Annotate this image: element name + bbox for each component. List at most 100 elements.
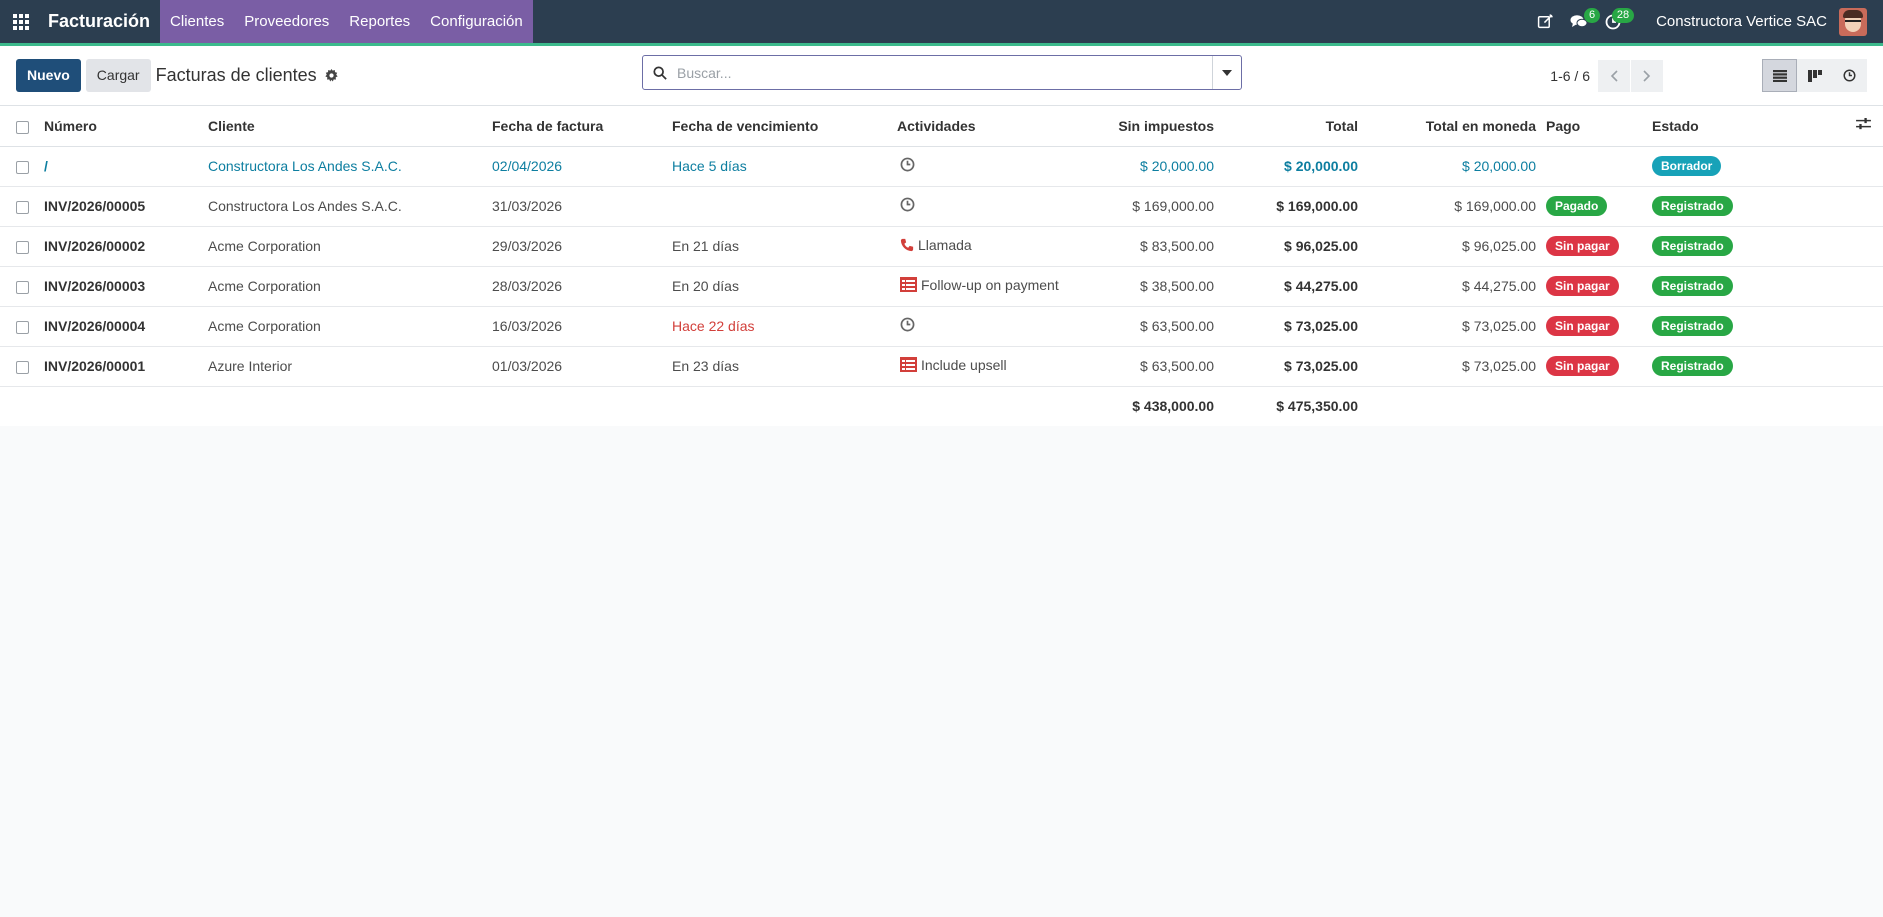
tasks-icon[interactable]: [897, 277, 917, 293]
header-untaxed[interactable]: Sin impuestos: [1087, 106, 1214, 147]
row-checkbox[interactable]: [16, 360, 29, 374]
activities-clock-icon[interactable]: 28: [1598, 0, 1635, 43]
invoice-number[interactable]: INV/2026/00004: [44, 306, 208, 347]
header-state[interactable]: Estado: [1650, 106, 1847, 147]
row-checkbox[interactable]: [16, 200, 29, 214]
user-avatar[interactable]: [1839, 7, 1867, 36]
total-currency-amount: $ 20,000.00: [1358, 146, 1536, 187]
header-activities[interactable]: Actividades: [897, 106, 1087, 147]
table-row[interactable]: INV/2026/00005 Constructora Los Andes S.A…: [0, 186, 1883, 227]
table-row[interactable]: INV/2026/00002 Acme Corporation 29/03/2026…: [0, 226, 1883, 267]
activity-cell[interactable]: [897, 306, 1087, 347]
header-payment[interactable]: Pago: [1536, 106, 1650, 147]
header-number[interactable]: Número: [44, 106, 208, 147]
table-row[interactable]: INV/2026/00001 Azure Interior 01/03/2026 En…: [0, 346, 1883, 387]
invoice-number[interactable]: INV/2026/00005: [44, 186, 208, 227]
untaxed-amount: $ 169,000.00: [1087, 186, 1214, 227]
top-navbar: Facturación Clientes Proveedores Reporte…: [0, 0, 1883, 46]
invoice-date[interactable]: 31/03/2026: [492, 186, 672, 227]
customer-name[interactable]: Azure Interior: [208, 346, 492, 387]
total-currency-amount: $ 96,025.00: [1358, 226, 1536, 267]
invoice-number[interactable]: /: [44, 146, 208, 187]
apps-menu-icon[interactable]: [0, 0, 42, 43]
clock-icon[interactable]: [897, 157, 915, 172]
header-due-date[interactable]: Fecha de vencimiento: [672, 106, 897, 147]
menu-item-reportes[interactable]: Reportes: [349, 13, 411, 30]
tasks-icon[interactable]: [897, 357, 917, 373]
edit-icon[interactable]: [1530, 0, 1560, 43]
menu-item-proveedores[interactable]: Proveedores: [244, 13, 330, 30]
menu-item-clientes[interactable]: Clientes: [170, 13, 225, 30]
row-select-cell: [0, 226, 44, 267]
invoice-number[interactable]: INV/2026/00003: [44, 266, 208, 307]
row-checkbox[interactable]: [16, 240, 29, 254]
row-select-cell: [0, 186, 44, 227]
row-checkbox[interactable]: [16, 280, 29, 294]
invoice-number[interactable]: INV/2026/00002: [44, 226, 208, 267]
activity-cell[interactable]: [897, 186, 1087, 227]
pager-next-button[interactable]: [1631, 60, 1663, 92]
upload-button[interactable]: Cargar: [85, 59, 151, 92]
new-button[interactable]: Nuevo: [16, 59, 81, 92]
customer-name[interactable]: Constructora Los Andes S.A.C.: [208, 186, 492, 227]
invoice-number[interactable]: INV/2026/00001: [44, 346, 208, 387]
main-menu: Clientes Proveedores Reportes Configurac…: [160, 0, 533, 43]
total-amount: $ 20,000.00: [1214, 146, 1358, 187]
search-options-toggle[interactable]: [1212, 56, 1241, 89]
activity-cell[interactable]: [897, 146, 1087, 187]
header-invoice-date[interactable]: Fecha de factura: [492, 106, 672, 147]
gear-icon[interactable]: [324, 69, 338, 82]
customer-name[interactable]: Acme Corporation: [208, 266, 492, 307]
menu-item-configuracion[interactable]: Configuración: [430, 13, 523, 30]
kanban-icon: [1807, 69, 1822, 82]
activity-cell[interactable]: Follow-up on payment: [897, 266, 1087, 307]
list-view-button[interactable]: [1762, 59, 1797, 92]
header-total-currency[interactable]: Total en moneda: [1358, 106, 1536, 147]
due-date[interactable]: En 23 días: [672, 346, 897, 387]
total-currency-amount: $ 73,025.00: [1358, 346, 1536, 387]
activity-view-button[interactable]: [1832, 59, 1867, 92]
due-date[interactable]: Hace 5 días: [672, 146, 897, 187]
total-sum: $ 475,350.00: [1276, 398, 1358, 415]
select-all-checkbox[interactable]: [16, 120, 29, 134]
invoice-date[interactable]: 16/03/2026: [492, 306, 672, 347]
header-customer[interactable]: Cliente: [208, 106, 492, 147]
kanban-view-button[interactable]: [1797, 59, 1832, 92]
state-badge: Registrado: [1652, 196, 1733, 216]
payment-cell: Sin pagar: [1536, 346, 1650, 387]
invoice-date[interactable]: 01/03/2026: [492, 346, 672, 387]
customer-name[interactable]: Acme Corporation: [208, 226, 492, 267]
state-cell: Borrador: [1650, 146, 1847, 187]
row-checkbox[interactable]: [16, 160, 29, 174]
chevron-right-icon: [1643, 70, 1651, 82]
app-brand[interactable]: Facturación: [48, 11, 151, 31]
invoice-date[interactable]: 29/03/2026: [492, 226, 672, 267]
clock-icon[interactable]: [897, 197, 915, 212]
header-total[interactable]: Total: [1214, 106, 1358, 147]
invoice-date[interactable]: 28/03/2026: [492, 266, 672, 307]
table-row[interactable]: INV/2026/00004 Acme Corporation 16/03/2026…: [0, 306, 1883, 347]
total-untaxed-sum: $ 438,000.00: [1132, 398, 1214, 415]
company-switcher[interactable]: Constructora Vertice SAC: [1656, 13, 1827, 30]
pager-value[interactable]: 1-6 / 6: [1550, 68, 1590, 84]
row-checkbox[interactable]: [16, 320, 29, 334]
activity-cell[interactable]: Llamada: [897, 226, 1087, 267]
search-input[interactable]: [677, 56, 1212, 89]
phone-icon[interactable]: [897, 238, 914, 252]
payment-status-badge: Sin pagar: [1546, 276, 1619, 296]
due-date[interactable]: [672, 186, 897, 227]
customer-name[interactable]: Acme Corporation: [208, 306, 492, 347]
customer-name[interactable]: Constructora Los Andes S.A.C.: [208, 146, 492, 187]
messages-icon[interactable]: 6: [1564, 0, 1601, 43]
payment-status-badge: Sin pagar: [1546, 316, 1619, 336]
table-row[interactable]: / Constructora Los Andes S.A.C. 02/04/2026…: [0, 146, 1883, 187]
due-date[interactable]: Hace 22 días: [672, 306, 897, 347]
activity-cell[interactable]: Include upsell: [897, 346, 1087, 387]
due-date[interactable]: En 20 días: [672, 266, 897, 307]
clock-icon[interactable]: [897, 317, 915, 332]
table-row[interactable]: INV/2026/00003 Acme Corporation 28/03/2026…: [0, 266, 1883, 307]
sliders-icon[interactable]: [1856, 117, 1871, 131]
due-date[interactable]: En 21 días: [672, 226, 897, 267]
pager-previous-button[interactable]: [1598, 60, 1630, 92]
invoice-date[interactable]: 02/04/2026: [492, 146, 672, 187]
